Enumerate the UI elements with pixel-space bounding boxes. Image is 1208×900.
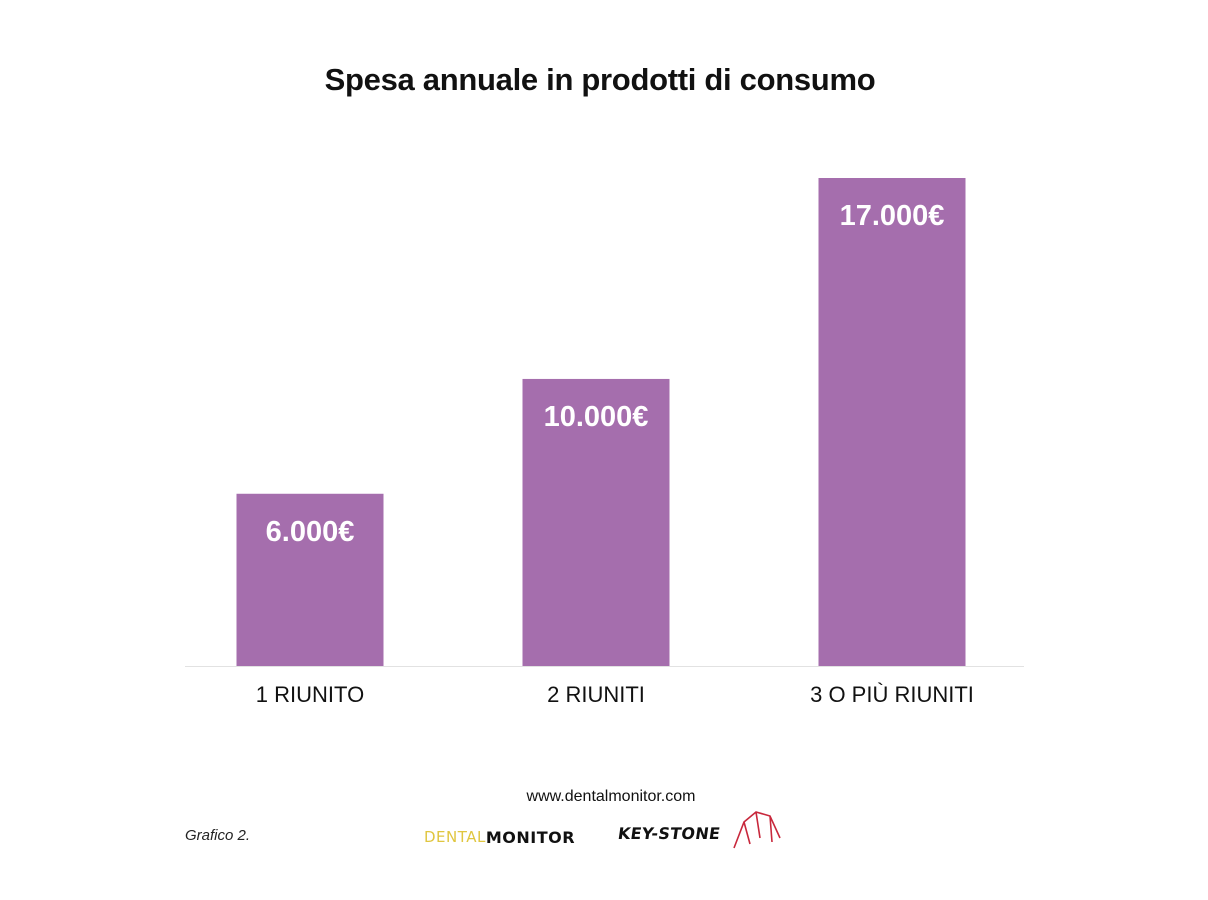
x-tick-label: 2 RIUNITI [547, 682, 645, 707]
bar-value-label: 17.000€ [840, 200, 945, 232]
figure-caption: Grafico 2. [185, 827, 251, 844]
x-tick-label: 1 RIUNITO [256, 682, 364, 707]
chart-title: Spesa annuale in prodotti di consumo [324, 62, 876, 97]
bar-value-label: 10.000€ [544, 401, 649, 433]
bar [236, 493, 384, 666]
keystone-logo-text: KEY-STONE [616, 824, 722, 843]
keystone-arch-icon [733, 811, 781, 849]
keystone-logo: KEY-STONE [616, 808, 783, 854]
bar [522, 378, 670, 666]
x-tick-label: 3 O PIÙ RIUNITI [810, 682, 974, 707]
dental-monitor-logo: DENTAL MONITOR [424, 823, 575, 851]
bar-chart: 6.000€ 1 RIUNITO 10.000€ 2 RIUNITI 17.000€ 3 … [185, 178, 1024, 707]
bar-value-label: 6.000€ [266, 516, 355, 548]
dental-monitor-logo-part2: MONITOR [485, 827, 576, 847]
website-url: www.dentalmonitor.com [526, 788, 696, 805]
dental-monitor-logo-part1: DENTAL [424, 828, 486, 846]
bar [818, 178, 966, 666]
